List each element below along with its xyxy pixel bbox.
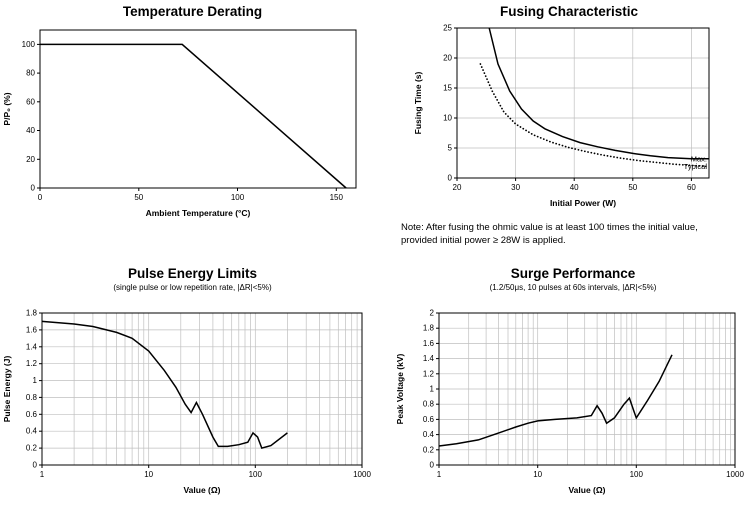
svg-text:60: 60 [26, 97, 35, 106]
svg-text:Value (Ω): Value (Ω) [183, 485, 220, 495]
plot-pulse-energy-limits: 1 10 100 1000 0 0.2 0.4 0.6 0.8 1 1.2 1.4 1.6 1.8 Valu… [0, 293, 385, 507]
svg-text:60: 60 [687, 183, 696, 192]
chart-title-pulse-energy-limits: Pulse Energy Limits [127, 266, 258, 281]
svg-text:1000: 1000 [726, 470, 744, 479]
svg-text:100: 100 [22, 40, 36, 49]
svg-text:1: 1 [437, 470, 442, 479]
svg-text:100: 100 [231, 193, 245, 202]
svg-text:150: 150 [330, 193, 344, 202]
chart-fusing-characteristic: Fusing Characteristic 20 30 40 50 60 0 5 10 15 20… [385, 0, 753, 262]
svg-text:0.8: 0.8 [26, 393, 38, 402]
svg-text:1.4: 1.4 [26, 342, 38, 351]
svg-text:1.8: 1.8 [26, 309, 38, 318]
svg-text:0: 0 [31, 184, 36, 193]
plot-temperature-derating: 0 50 100 150 0 20 40 60 80 100 Ambient Temperature… [0, 20, 385, 228]
svg-text:0.6: 0.6 [26, 410, 38, 419]
svg-text:Pulse Energy (J): Pulse Energy (J) [2, 356, 12, 423]
svg-text:Ambient Temperature (°C): Ambient Temperature (°C) [146, 208, 251, 218]
svg-text:0.6: 0.6 [423, 415, 435, 424]
fusing-note: Note: After fusing the ohmic value is at… [401, 222, 698, 246]
plot-fusing-characteristic: 20 30 40 50 60 0 5 10 15 20 25 Max. Typical Initial P… [411, 20, 753, 216]
svg-text:0.4: 0.4 [423, 430, 435, 439]
svg-text:2: 2 [430, 309, 435, 318]
chart-title-surge-performance: Surge Performance [510, 266, 636, 281]
svg-text:1.6: 1.6 [26, 325, 38, 334]
svg-text:Typical: Typical [684, 162, 708, 171]
svg-text:1.4: 1.4 [423, 354, 435, 363]
svg-text:0.2: 0.2 [26, 444, 38, 453]
svg-text:100: 100 [249, 470, 263, 479]
svg-text:30: 30 [511, 183, 520, 192]
svg-text:20: 20 [453, 183, 462, 192]
svg-text:5: 5 [448, 144, 453, 153]
svg-text:20: 20 [443, 54, 452, 63]
svg-text:10: 10 [144, 470, 153, 479]
svg-text:40: 40 [570, 183, 579, 192]
svg-text:40: 40 [26, 126, 35, 135]
svg-text:50: 50 [134, 193, 143, 202]
svg-text:1.2: 1.2 [26, 359, 38, 368]
svg-text:50: 50 [628, 183, 637, 192]
svg-text:0.4: 0.4 [26, 427, 38, 436]
svg-text:Fusing Time (s): Fusing Time (s) [413, 72, 423, 135]
chart-title-fusing-characteristic: Fusing Characteristic [499, 4, 639, 19]
svg-text:Peak Voltage (kV): Peak Voltage (kV) [395, 353, 405, 424]
svg-text:1.6: 1.6 [423, 339, 435, 348]
svg-text:Max.: Max. [691, 154, 707, 163]
chart-title-temperature-derating: Temperature Derating [122, 4, 263, 19]
svg-text:10: 10 [533, 470, 542, 479]
svg-text:1.2: 1.2 [423, 369, 435, 378]
chart-temperature-derating: Temperature Derating 0 50 100 150 0 20 40 60 80 1… [0, 0, 385, 262]
plot-surge-performance: 1 10 100 1000 0 0.2 0.4 0.6 0.8 1 1.2 1.4 1.6 1.8 2 Val… [393, 293, 753, 507]
svg-text:1: 1 [40, 470, 45, 479]
chart-surge-performance: Surge Performance (1.2/50μs, 10 pulses a… [385, 262, 753, 516]
svg-text:100: 100 [630, 470, 644, 479]
svg-text:0: 0 [448, 174, 453, 183]
svg-text:80: 80 [26, 69, 35, 78]
svg-text:0: 0 [430, 461, 435, 470]
svg-text:P/P₀ (%): P/P₀ (%) [2, 92, 12, 125]
svg-text:1: 1 [430, 385, 435, 394]
chart-pulse-energy-limits: Pulse Energy Limits (single pulse or low… [0, 262, 385, 516]
svg-text:Initial Power (W): Initial Power (W) [550, 198, 616, 208]
svg-text:20: 20 [26, 155, 35, 164]
svg-text:0: 0 [33, 461, 38, 470]
chart-subtitle-surge-performance: (1.2/50μs, 10 pulses at 60s intervals, |… [489, 283, 657, 292]
svg-text:15: 15 [443, 84, 452, 93]
svg-text:0.8: 0.8 [423, 400, 435, 409]
svg-text:10: 10 [443, 114, 452, 123]
svg-text:0.2: 0.2 [423, 445, 435, 454]
svg-text:1: 1 [33, 376, 38, 385]
svg-text:25: 25 [443, 24, 452, 33]
svg-text:Value (Ω): Value (Ω) [568, 485, 605, 495]
svg-text:0: 0 [38, 193, 43, 202]
svg-text:1000: 1000 [353, 470, 371, 479]
svg-text:1.8: 1.8 [423, 324, 435, 333]
chart-subtitle-pulse-energy-limits: (single pulse or low repetition rate, |Δ… [113, 283, 272, 292]
